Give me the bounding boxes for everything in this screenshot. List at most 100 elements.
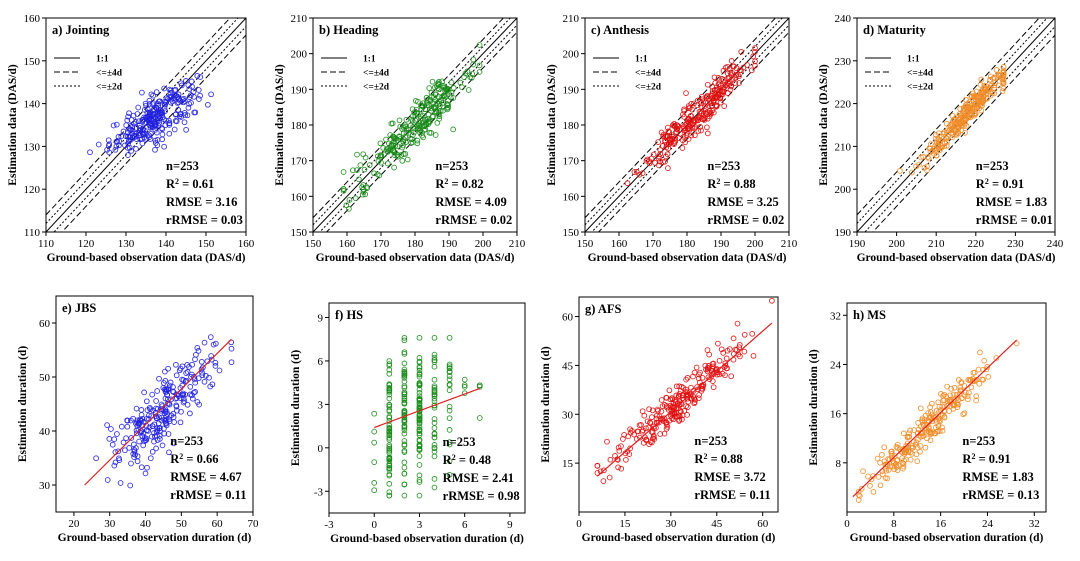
data-point bbox=[416, 386, 423, 393]
data-point bbox=[434, 83, 440, 89]
x-tick-label: 170 bbox=[645, 238, 662, 250]
data-point bbox=[865, 473, 871, 480]
x-tick-label: 40 bbox=[140, 518, 152, 530]
data-point bbox=[708, 372, 715, 379]
data-point bbox=[343, 202, 350, 209]
data-point bbox=[200, 364, 206, 371]
data-point bbox=[671, 139, 678, 146]
data-point bbox=[377, 152, 384, 159]
data-point bbox=[409, 136, 415, 142]
data-point bbox=[424, 116, 431, 122]
data-point bbox=[957, 387, 964, 394]
x-tick-label: 210 bbox=[509, 238, 526, 250]
x-tick-label: 180 bbox=[407, 238, 424, 250]
data-point bbox=[976, 100, 982, 107]
y-tick-label: 170 bbox=[291, 156, 308, 168]
data-point bbox=[909, 450, 915, 457]
data-point bbox=[412, 97, 419, 104]
data-point bbox=[136, 438, 142, 445]
data-point bbox=[666, 387, 673, 394]
x-tick-label: 24 bbox=[982, 518, 994, 530]
data-point bbox=[648, 414, 655, 420]
data-point bbox=[371, 439, 378, 446]
data-point bbox=[728, 83, 734, 90]
data-point bbox=[136, 125, 143, 131]
data-point bbox=[133, 146, 139, 152]
data-point bbox=[184, 369, 191, 375]
data-point bbox=[920, 421, 927, 428]
data-point bbox=[185, 82, 192, 88]
stat-r2-label: R bbox=[962, 452, 972, 466]
data-point bbox=[732, 80, 739, 86]
data-point bbox=[644, 418, 651, 425]
data-point bbox=[476, 62, 483, 69]
data-point bbox=[394, 152, 401, 158]
y-tick-label: 60 bbox=[39, 318, 51, 330]
data-point bbox=[128, 117, 135, 123]
data-point bbox=[416, 462, 423, 468]
data-point bbox=[161, 425, 167, 432]
data-point bbox=[152, 114, 159, 120]
data-point bbox=[371, 410, 378, 417]
stat-r2-value: = 0.48 bbox=[456, 453, 491, 467]
data-point bbox=[977, 82, 984, 88]
data-point bbox=[623, 456, 629, 463]
data-point bbox=[161, 105, 168, 111]
data-point bbox=[208, 353, 214, 359]
data-point bbox=[146, 97, 153, 104]
data-point bbox=[868, 476, 875, 483]
data-point bbox=[663, 420, 670, 426]
data-point bbox=[135, 104, 142, 111]
data-point bbox=[398, 152, 404, 158]
data-point bbox=[446, 387, 453, 394]
stat-n: n=253 bbox=[435, 159, 468, 173]
data-point bbox=[404, 156, 411, 163]
data-point bbox=[364, 185, 371, 191]
data-point bbox=[891, 453, 898, 459]
y-tick-label: 150 bbox=[291, 227, 308, 239]
data-point bbox=[411, 129, 417, 136]
fit-line bbox=[852, 339, 1018, 498]
x-tick-label: 210 bbox=[928, 238, 945, 250]
data-point bbox=[973, 397, 979, 404]
data-point bbox=[933, 132, 939, 138]
stat-r2-value: = 0.88 bbox=[720, 177, 755, 191]
data-point bbox=[679, 416, 685, 423]
data-point bbox=[446, 415, 453, 422]
data-point bbox=[446, 439, 453, 445]
band-line-2d bbox=[319, 24, 517, 232]
plot-frame bbox=[578, 296, 779, 513]
data-point bbox=[476, 69, 483, 75]
x-tick-label: 180 bbox=[679, 238, 696, 250]
data-point bbox=[418, 106, 425, 113]
data-point bbox=[728, 373, 735, 380]
data-point bbox=[419, 102, 425, 109]
stat-rrmse: rRMSE = 0.02 bbox=[707, 213, 784, 227]
data-point bbox=[657, 158, 663, 165]
stat-r2-label: R bbox=[166, 177, 176, 191]
data-point bbox=[123, 122, 130, 129]
data-point bbox=[963, 104, 969, 110]
data-point bbox=[141, 438, 148, 444]
data-point bbox=[672, 123, 678, 129]
data-point bbox=[962, 130, 968, 136]
stat-rmse: RMSE = 3.16 bbox=[166, 195, 237, 209]
data-point bbox=[154, 425, 161, 432]
data-point bbox=[401, 337, 408, 344]
data-point bbox=[401, 393, 408, 400]
y-axis-label: Estimation data (DAS/d) bbox=[818, 64, 830, 186]
data-point bbox=[639, 408, 646, 415]
data-point bbox=[386, 442, 393, 449]
data-point bbox=[1000, 85, 1007, 92]
data-point bbox=[401, 438, 408, 444]
data-point bbox=[888, 448, 894, 455]
data-point bbox=[177, 419, 184, 426]
data-point bbox=[948, 385, 954, 392]
data-point bbox=[446, 373, 453, 379]
data-point bbox=[918, 433, 924, 440]
data-point bbox=[105, 137, 112, 144]
data-point bbox=[426, 129, 433, 136]
data-point bbox=[185, 104, 192, 111]
data-point bbox=[870, 488, 877, 495]
data-point bbox=[108, 426, 114, 432]
